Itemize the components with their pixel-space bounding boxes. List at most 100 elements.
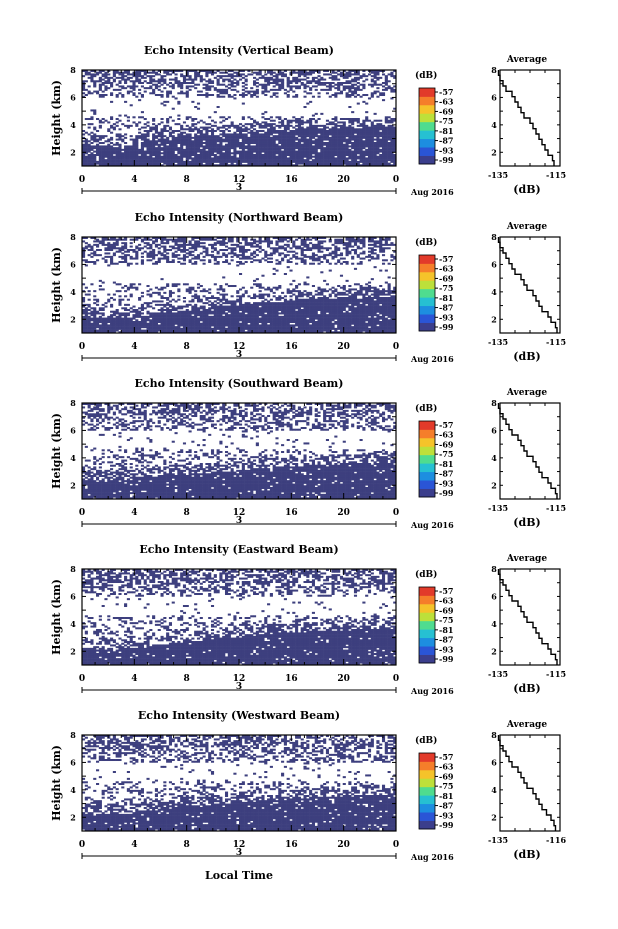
heatmap-cell [196, 319, 201, 322]
heatmap-cell [101, 152, 105, 155]
colorbar-tick-label: -63 [439, 97, 454, 107]
heatmap-cell [163, 286, 167, 289]
heatmap-cell [118, 247, 122, 250]
heatmap-cell [224, 118, 229, 121]
heatmap-cell [152, 312, 156, 315]
heatmap-cell [339, 142, 344, 145]
heatmap-cell [168, 78, 173, 81]
heatmap-cell [163, 152, 167, 155]
heatmap-cell [281, 83, 285, 86]
heatmap-cell [269, 116, 273, 119]
heatmap-cell [182, 128, 187, 131]
heatmap-cell [253, 157, 257, 160]
heatmap-cell [222, 321, 226, 324]
heatmap-cell [196, 138, 201, 141]
heatmap-cell [185, 148, 189, 151]
heatmap-cell [112, 331, 116, 334]
heatmap-cell [278, 118, 282, 121]
heatmap-cell [160, 143, 164, 146]
heatmap-cell [90, 317, 94, 320]
heatmap-cell [82, 312, 86, 315]
heatmap-cell [135, 73, 139, 76]
heatmap-cell [196, 327, 201, 330]
heatmap-cell [247, 138, 251, 141]
heatmap-cell [323, 83, 327, 86]
heatmap-cell [300, 121, 304, 124]
heatmap-cell [261, 121, 265, 124]
heatmap-cell [196, 310, 201, 313]
heatmap-cell [163, 154, 167, 157]
heatmap-cell [233, 138, 237, 141]
heatmap-cell [236, 315, 240, 318]
heatmap-cell [205, 319, 209, 322]
heatmap-cell [140, 135, 144, 138]
heatmap-cell [317, 70, 321, 73]
heatmap-cell [233, 75, 237, 78]
heatmap-cell [191, 124, 195, 127]
heatmap-cell [171, 317, 175, 320]
heatmap-cell [356, 155, 360, 158]
heatmap-cell [334, 164, 338, 167]
heatmap-cell [199, 237, 203, 240]
heatmap-cell [180, 150, 184, 153]
heatmap-cell [107, 298, 111, 301]
heatmap-cell [118, 249, 122, 252]
heatmap-cell [182, 148, 187, 151]
heatmap-cell [258, 83, 262, 86]
heatmap-cell [152, 315, 156, 318]
heatmap-cell [104, 261, 108, 264]
heatmap-cell [216, 70, 220, 73]
heatmap-cell [129, 160, 133, 163]
heatmap-cell [166, 92, 170, 95]
heatmap-cell [216, 315, 220, 318]
heatmap-cell [157, 257, 161, 260]
heatmap-cell [208, 143, 212, 146]
heatmap-cell [157, 291, 161, 294]
heatmap-cell [82, 252, 86, 255]
heatmap-cell [370, 131, 374, 134]
heatmap-cell [185, 70, 189, 73]
heatmap-cell [224, 143, 229, 146]
heatmap-cell [135, 250, 139, 253]
heatmap-cell [356, 85, 360, 88]
heatmap-cell [222, 148, 226, 151]
heatmap-cell [393, 128, 397, 131]
heatmap-cell [216, 319, 220, 322]
heatmap-cell [210, 305, 215, 308]
heatmap-cell [180, 329, 184, 332]
heatmap-cell [275, 130, 279, 133]
heatmap-cell [138, 247, 142, 250]
heatmap-cell [236, 238, 240, 241]
heatmap-cell [188, 259, 192, 262]
heatmap-cell [93, 261, 97, 264]
heatmap-cell [107, 317, 111, 320]
heatmap-cell [370, 124, 374, 127]
heatmap-cell [180, 90, 184, 93]
heatmap-cell [82, 254, 86, 257]
heatmap-cell [300, 70, 304, 73]
heatmap-cell [140, 155, 144, 158]
heatmap-cell [393, 145, 397, 148]
heatmap-cell [261, 160, 265, 163]
heatmap-cell [110, 82, 114, 85]
y-axis-label: Height (km) [50, 80, 63, 156]
heatmap-cell [278, 135, 282, 138]
heatmap-cell [180, 154, 184, 157]
heatmap-cell [387, 130, 391, 133]
heatmap-cell [118, 315, 122, 318]
heatmap-cell [222, 145, 226, 148]
heatmap-cell [115, 322, 119, 325]
heatmap-cell [185, 94, 189, 97]
heatmap-cell [353, 155, 358, 158]
heatmap-cell [255, 133, 259, 136]
heatmap-cell [393, 119, 397, 122]
heatmap-cell [269, 133, 273, 136]
heatmap-cell [376, 95, 380, 98]
heatmap-cell [309, 138, 313, 141]
heatmap-cell [110, 124, 114, 127]
heatmap-cell [213, 309, 217, 312]
heatmap-cell [140, 133, 144, 136]
heatmap-cell [182, 259, 187, 262]
heatmap-cell [157, 88, 161, 91]
heatmap-cell [328, 128, 332, 131]
